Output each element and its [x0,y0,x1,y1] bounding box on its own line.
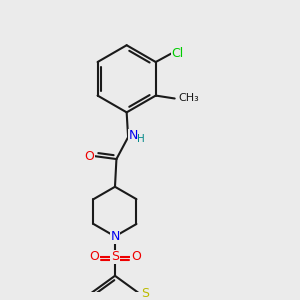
Text: N: N [129,129,138,142]
Text: CH₃: CH₃ [178,94,199,103]
Text: O: O [84,150,94,163]
Text: S: S [111,250,119,263]
Text: S: S [141,287,149,300]
Text: Cl: Cl [172,47,184,60]
Text: O: O [131,250,141,263]
Text: O: O [89,250,99,263]
Text: H: H [137,134,145,144]
Text: N: N [110,230,120,243]
